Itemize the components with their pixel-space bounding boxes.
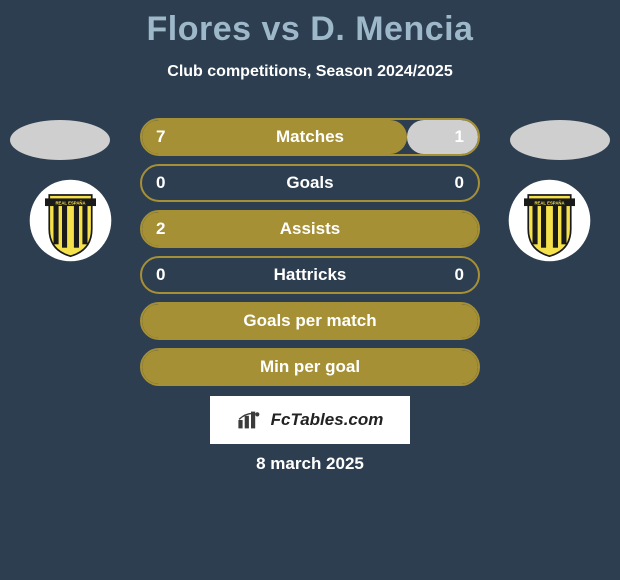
club-badge-right: REAL ESPAÑA bbox=[507, 178, 592, 263]
player-silhouette-left bbox=[10, 120, 110, 160]
shield-icon: REAL ESPAÑA bbox=[507, 178, 592, 263]
svg-text:REAL ESPAÑA: REAL ESPAÑA bbox=[534, 200, 564, 205]
stat-value-left: 7 bbox=[156, 127, 165, 147]
stat-label: Assists bbox=[142, 219, 478, 239]
fctables-icon bbox=[237, 410, 265, 430]
stat-row: Min per goal bbox=[140, 348, 480, 386]
stat-label: Min per goal bbox=[142, 357, 478, 377]
fctables-watermark: FcTables.com bbox=[210, 396, 410, 444]
stat-value-right: 0 bbox=[455, 265, 464, 285]
stat-label: Goals per match bbox=[142, 311, 478, 331]
stat-label: Hattricks bbox=[142, 265, 478, 285]
stat-value-left: 0 bbox=[156, 173, 165, 193]
stat-row: Assists2 bbox=[140, 210, 480, 248]
page-title: Flores vs D. Mencia bbox=[0, 0, 620, 49]
stat-label: Goals bbox=[142, 173, 478, 193]
club-badge-left: REAL ESPAÑA bbox=[28, 178, 113, 263]
svg-text:REAL ESPAÑA: REAL ESPAÑA bbox=[55, 200, 85, 205]
date-label: 8 march 2025 bbox=[0, 454, 620, 474]
stat-value-right: 1 bbox=[455, 127, 464, 147]
stat-row: Hattricks0 0 bbox=[140, 256, 480, 294]
stat-row: Goals0 0 bbox=[140, 164, 480, 202]
stat-row: Matches7 1 bbox=[140, 118, 480, 156]
stat-label: Matches bbox=[142, 127, 478, 147]
player-silhouette-right bbox=[510, 120, 610, 160]
shield-icon: REAL ESPAÑA bbox=[28, 178, 113, 263]
fctables-label: FcTables.com bbox=[271, 410, 384, 430]
stat-value-right: 0 bbox=[455, 173, 464, 193]
stats-panel: Matches71Goals00Assists2Hattricks00Goals… bbox=[140, 118, 480, 394]
stat-value-left: 0 bbox=[156, 265, 165, 285]
stat-value-left: 2 bbox=[156, 219, 165, 239]
stat-row: Goals per match bbox=[140, 302, 480, 340]
page-subtitle: Club competitions, Season 2024/2025 bbox=[0, 63, 620, 81]
